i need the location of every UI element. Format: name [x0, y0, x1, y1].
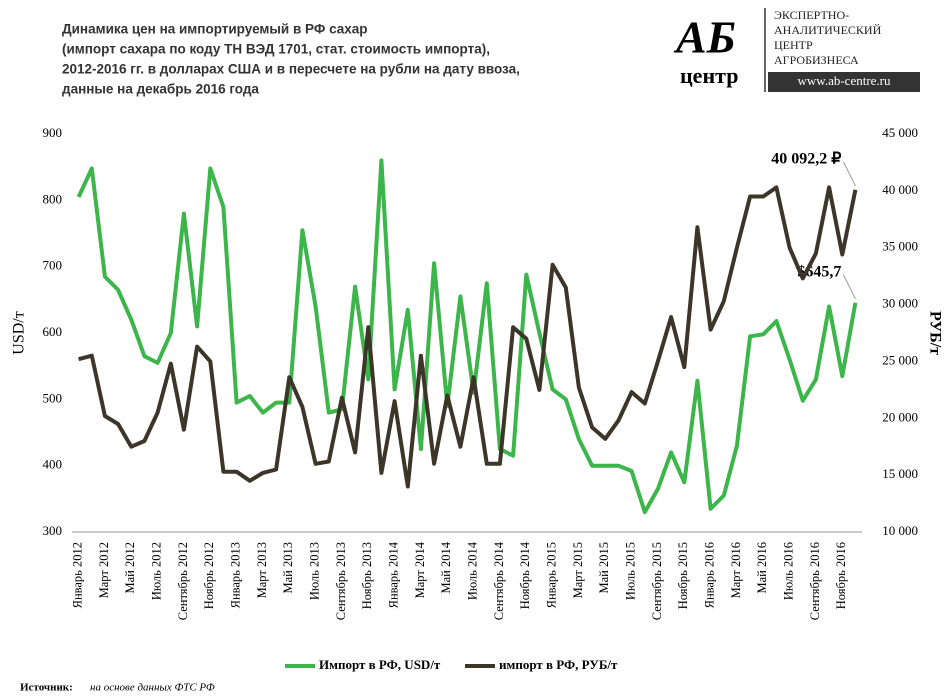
x-tick-label: Сентябрь 2016: [808, 542, 822, 620]
legend-label: Импорт в РФ, USD/т: [319, 657, 441, 672]
x-tick-label: Ноябрь 2016: [834, 542, 848, 609]
source-label: Источник:: [20, 682, 73, 694]
y-tick-label: 300: [43, 523, 63, 538]
x-tick-label: Март 2015: [571, 542, 585, 598]
y-axis-label: USD/т: [11, 311, 28, 354]
x-tick-label: Май 2014: [439, 541, 453, 593]
x-tick-label: Июль 2016: [781, 542, 795, 600]
y2-tick-label: 20 000: [882, 409, 918, 424]
title-line: 2012-2016 гг. в долларах США и в пересче…: [62, 62, 520, 77]
x-tick-label: Сентябрь 2012: [176, 542, 190, 620]
series-line: [78, 185, 858, 489]
y-tick-label: 700: [43, 258, 63, 273]
data-label: 40 092,2 ₽: [771, 150, 841, 167]
y2-axis-label: РУБ/т: [926, 311, 943, 355]
x-tick-label: Сентябрь 2014: [492, 541, 506, 620]
x-tick-label: Март 2012: [97, 542, 111, 598]
label-pointer: [842, 274, 856, 299]
y2-tick-label: 30 000: [882, 296, 918, 311]
logo-line: АГРОБИЗНЕСА: [774, 53, 859, 67]
x-tick-label: Июль 2015: [623, 542, 637, 600]
x-tick-label: Ноябрь 2015: [676, 542, 690, 609]
y2-tick-label: 40 000: [882, 182, 918, 197]
logo-url: www.ab-centre.ru: [798, 73, 891, 88]
title-line: данные на декабрь 2016 года: [62, 82, 259, 97]
logo-line: АНАЛИТИЧЕСКИЙ: [774, 23, 882, 37]
title: Динамика цен на импортируемый в РФ сахар…: [62, 22, 520, 97]
title-line: (импорт сахара по коду ТН ВЭД 1701, стат…: [62, 42, 490, 57]
x-tick-label: Сентябрь 2013: [334, 542, 348, 620]
logo-line: ЦЕНТР: [774, 38, 813, 52]
x-tick-label: Ноябрь 2012: [202, 542, 216, 609]
legend-label: импорт в РФ, РУБ/т: [499, 657, 618, 672]
x-tick-label: Сентябрь 2015: [650, 542, 664, 620]
y-tick-label: 800: [43, 191, 63, 206]
x-tick-label: Июль 2012: [149, 542, 163, 600]
y-tick-label: 600: [43, 324, 63, 339]
x-tick-label: Январь 2015: [544, 542, 558, 608]
y2-tick-label: 25 000: [882, 352, 918, 367]
series-line: [76, 158, 858, 515]
x-tick-label: Май 2013: [281, 542, 295, 593]
x-tick-label: Март 2014: [413, 541, 427, 598]
x-tick-label: Июль 2013: [307, 542, 321, 600]
x-tick-label: Январь 2013: [228, 542, 242, 608]
x-tick-label: Май 2012: [123, 542, 137, 593]
logo-bar: [768, 72, 920, 92]
x-tick-label: Январь 2012: [70, 542, 84, 608]
logo-mark: АБ: [673, 12, 736, 63]
logo-sub: центр: [680, 63, 738, 88]
y2-tick-label: 35 000: [882, 239, 918, 254]
x-tick-label: Ноябрь 2014: [518, 541, 532, 609]
x-tick-label: Май 2016: [755, 542, 769, 593]
x-tick-label: Июль 2014: [465, 541, 479, 600]
label-pointer: [842, 161, 856, 187]
y2-tick-label: 45 000: [882, 125, 918, 140]
y-tick-label: 900: [43, 125, 63, 140]
x-tick-label: Март 2013: [255, 542, 269, 598]
y-tick-label: 400: [43, 457, 63, 472]
x-tick-label: Март 2016: [729, 542, 743, 598]
y-tick-label: 500: [43, 390, 63, 405]
y2-tick-label: 10 000: [882, 523, 918, 538]
x-tick-label: Январь 2016: [702, 542, 716, 608]
source-text: на основе данных ФТС РФ: [90, 682, 215, 694]
title-line: Динамика цен на импортируемый в РФ сахар: [62, 22, 368, 37]
y2-tick-label: 15 000: [882, 466, 918, 481]
x-tick-label: Январь 2014: [386, 541, 400, 608]
x-tick-label: Ноябрь 2013: [360, 542, 374, 609]
logo-line: ЭКСПЕРТНО-: [774, 8, 849, 22]
x-tick-label: Май 2015: [597, 542, 611, 593]
logo-text: ЭКСПЕРТНО- АНАЛИТИЧЕСКИЙ ЦЕНТР АГРОБИЗНЕ…: [774, 8, 882, 67]
